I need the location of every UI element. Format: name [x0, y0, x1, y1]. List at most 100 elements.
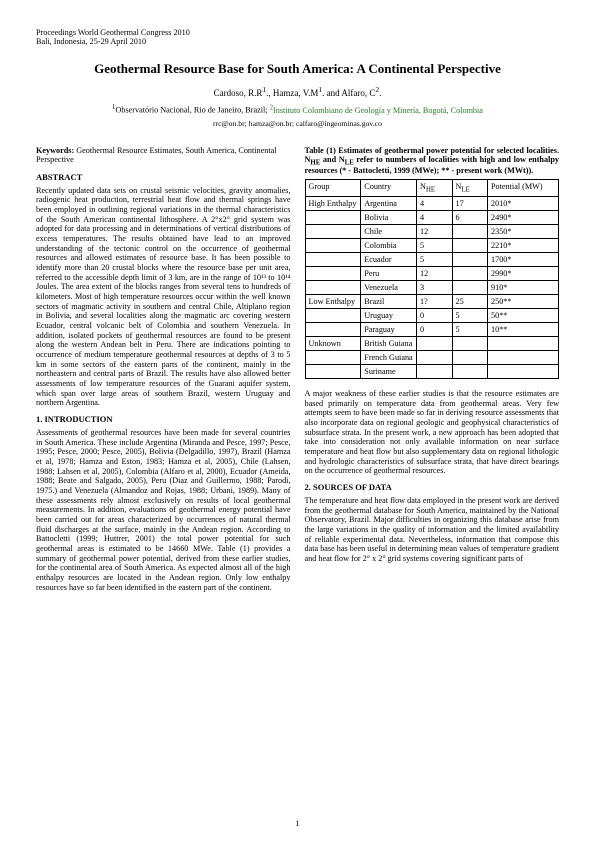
- table-cell: 2490*: [488, 210, 559, 224]
- right-column: Table (1) Estimates of geothermal power …: [305, 146, 560, 598]
- intro-heading: 1. INTRODUCTION: [36, 414, 291, 424]
- table-cell: Chile: [361, 224, 417, 238]
- page-number: 1: [0, 818, 595, 828]
- table-cell: 2350*: [488, 224, 559, 238]
- table-cell: 17: [452, 196, 487, 210]
- table-cell: 2990*: [488, 266, 559, 280]
- table-cell: [305, 224, 361, 238]
- authors: Cardoso, R.R1., Hamza, V.M1. and Alfaro,…: [36, 85, 559, 98]
- table-cell: 12: [417, 224, 452, 238]
- table-cell: [488, 350, 559, 364]
- table-cell: 3: [417, 280, 452, 294]
- table-cell: Bolivia: [361, 210, 417, 224]
- table-cell: [452, 280, 487, 294]
- table-cell: [305, 322, 361, 336]
- table-cell: Peru: [361, 266, 417, 280]
- table-row: High EnthalpyArgentina4172010*: [305, 196, 559, 210]
- table-cell: [488, 336, 559, 350]
- table-cell: Venezuela: [361, 280, 417, 294]
- table-cell: [305, 266, 361, 280]
- table-cell: [452, 224, 487, 238]
- table-cell: 0: [417, 322, 452, 336]
- intro-text: Assessments of geothermal resources have…: [36, 428, 291, 592]
- table-cell: 5: [452, 322, 487, 336]
- table-cell: 5: [417, 238, 452, 252]
- table-col-header: Group: [305, 180, 361, 197]
- proc-line1: Proceedings World Geothermal Congress 20…: [36, 28, 559, 37]
- table-row: Suriname: [305, 364, 559, 378]
- table-row: Bolivia462490*: [305, 210, 559, 224]
- emails: rrc@on.br; hamza@on.br; calfaro@ingeomin…: [36, 119, 559, 128]
- abstract-text: Recently updated data sets on crustal se…: [36, 186, 291, 408]
- table-cell: Unknown: [305, 336, 361, 350]
- abstract-heading: ABSTRACT: [36, 172, 291, 182]
- table-cell: [305, 308, 361, 322]
- table-row: Colombia5 2210*: [305, 238, 559, 252]
- table-cell: Paraguay: [361, 322, 417, 336]
- table-cell: Uruguay: [361, 308, 417, 322]
- table-cell: [452, 364, 487, 378]
- table-cell: 1700*: [488, 252, 559, 266]
- two-column-layout: Keywords: Geothermal Resource Estimates,…: [36, 146, 559, 598]
- table-cell: 910*: [488, 280, 559, 294]
- table-cell: [417, 336, 452, 350]
- after-table-paragraph: A major weakness of these earlier studie…: [305, 389, 560, 476]
- table-row: Venezuela3 910*: [305, 280, 559, 294]
- table-row: Ecuador5 1700*: [305, 252, 559, 266]
- paper-title: Geothermal Resource Base for South Ameri…: [36, 61, 559, 77]
- table-cell: Ecuador: [361, 252, 417, 266]
- table-1: GroupCountryNHENLEPotential (MW) High En…: [305, 179, 560, 379]
- table-col-header: NLE: [452, 180, 487, 197]
- table-cell: Argentina: [361, 196, 417, 210]
- table-row: Low EnthalpyBrazil1?25250**: [305, 294, 559, 308]
- table-cell: 4: [417, 210, 452, 224]
- table-cell: French Guiana: [361, 350, 417, 364]
- table-cell: 12: [417, 266, 452, 280]
- table-caption: Table (1) Estimates of geothermal power …: [305, 146, 560, 176]
- table-cell: 25: [452, 294, 487, 308]
- table-cell: British Guiana: [361, 336, 417, 350]
- table-cell: [452, 252, 487, 266]
- table-row: Paraguay0510**: [305, 322, 559, 336]
- table-row: UnknownBritish Guiana: [305, 336, 559, 350]
- table-cell: [305, 280, 361, 294]
- table-col-header: Country: [361, 180, 417, 197]
- table-cell: [417, 350, 452, 364]
- table-cell: 2210*: [488, 238, 559, 252]
- table-cell: [305, 364, 361, 378]
- table-row: Peru12 2990*: [305, 266, 559, 280]
- table-cell: Brazil: [361, 294, 417, 308]
- table-cell: Suriname: [361, 364, 417, 378]
- proceedings-header: Proceedings World Geothermal Congress 20…: [36, 28, 559, 47]
- table-body: High EnthalpyArgentina4172010*Bolivia462…: [305, 196, 559, 378]
- table-cell: 1?: [417, 294, 452, 308]
- proc-line2: Bali, Indonesia, 25-29 April 2010: [36, 37, 559, 46]
- table-cell: [488, 364, 559, 378]
- keywords-block: Keywords: Geothermal Resource Estimates,…: [36, 146, 291, 164]
- table-cell: 5: [417, 252, 452, 266]
- table-cell: Low Enthalpy: [305, 294, 361, 308]
- table-cell: Colombia: [361, 238, 417, 252]
- table-cell: 50**: [488, 308, 559, 322]
- table-cell: 2010*: [488, 196, 559, 210]
- table-cell: [452, 238, 487, 252]
- table-cell: [452, 336, 487, 350]
- affiliations: 1Observatório Nacional, Rio de Janeiro, …: [36, 104, 559, 115]
- table-cell: 4: [417, 196, 452, 210]
- table-cell: [452, 350, 487, 364]
- table-cell: [305, 210, 361, 224]
- table-cell: 0: [417, 308, 452, 322]
- table-col-header: NHE: [417, 180, 452, 197]
- table-cell: [452, 266, 487, 280]
- table-col-header: Potential (MW): [488, 180, 559, 197]
- table-cell: [305, 350, 361, 364]
- table-cell: 5: [452, 308, 487, 322]
- table-row: Uruguay0550**: [305, 308, 559, 322]
- table-cell: [417, 364, 452, 378]
- left-column: Keywords: Geothermal Resource Estimates,…: [36, 146, 291, 598]
- keywords-label: Keywords:: [36, 146, 74, 155]
- table-cell: 6: [452, 210, 487, 224]
- table-cell: High Enthalpy: [305, 196, 361, 210]
- sources-heading: 2. SOURCES OF DATA: [305, 482, 560, 492]
- table-row: French Guiana: [305, 350, 559, 364]
